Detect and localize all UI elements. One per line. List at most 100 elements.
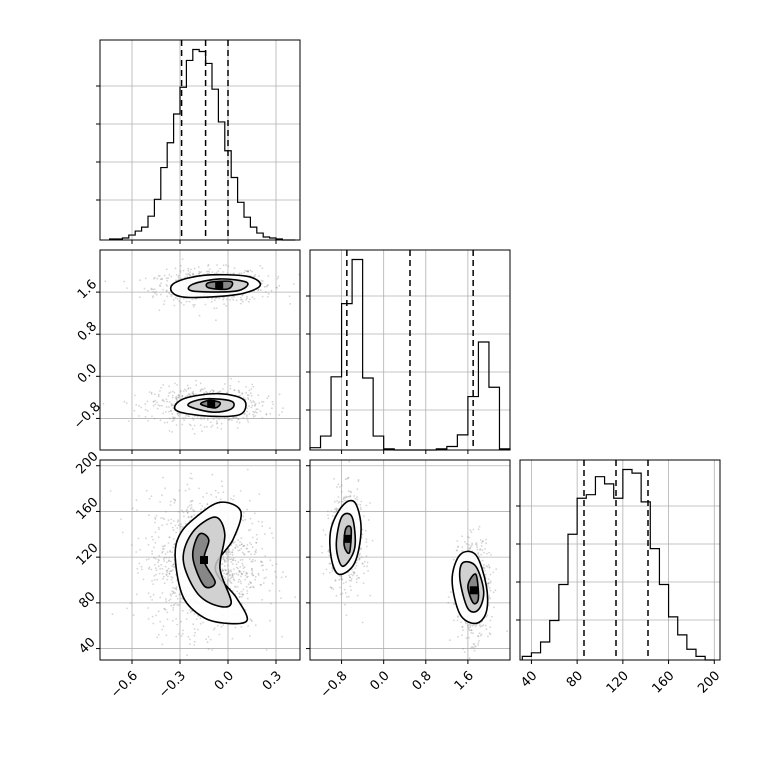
scatter-point (186, 508, 188, 511)
scatter-point (249, 581, 251, 583)
scatter-point (340, 578, 343, 580)
scatter-point (213, 307, 216, 310)
scatter-point (254, 404, 256, 406)
scatter-point (162, 558, 165, 560)
scatter-point (488, 587, 491, 589)
scatter-point (186, 612, 189, 615)
scatter-point (227, 572, 230, 574)
scatter-point (175, 587, 177, 590)
scatter-point (178, 395, 181, 398)
scatter-point (188, 300, 191, 303)
scatter-point (280, 597, 282, 600)
scatter-point (135, 499, 138, 502)
scatter-point (347, 495, 350, 498)
x-tick-label: 0.3 (260, 668, 285, 693)
scatter-point (157, 565, 160, 568)
scatter-point (189, 274, 191, 277)
scatter-point (168, 559, 170, 562)
scatter-point (175, 618, 178, 620)
scatter-point (188, 423, 191, 426)
scatter-point (170, 594, 173, 597)
scatter-point (289, 303, 292, 305)
scatter-point (245, 270, 248, 273)
plot-area (100, 460, 300, 660)
scatter-point (151, 535, 153, 538)
scatter-point (227, 548, 230, 550)
scatter-point (152, 290, 155, 293)
scatter-point (225, 550, 228, 553)
scatter-point (225, 553, 228, 556)
scatter-point (166, 285, 169, 287)
scatter-point (251, 568, 253, 571)
scatter-point (261, 525, 264, 528)
scatter-point (461, 626, 464, 628)
scatter-point (267, 284, 269, 286)
scatter-point (197, 628, 199, 631)
scatter-point (169, 391, 172, 393)
scatter-point (166, 523, 169, 526)
scatter-point (159, 620, 162, 623)
scatter-point (250, 388, 253, 390)
scatter-point (190, 268, 192, 271)
scatter-point (477, 635, 479, 637)
scatter-point (236, 417, 238, 420)
scatter-point (223, 572, 226, 575)
scatter-point (222, 388, 224, 390)
scatter-point (162, 517, 164, 520)
scatter-point (161, 550, 164, 553)
scatter-point (278, 284, 281, 287)
scatter-point (193, 634, 196, 637)
scatter-point (249, 635, 251, 637)
scatter-point (481, 625, 483, 627)
scatter-point (360, 500, 363, 503)
scatter-point (457, 545, 459, 548)
scatter-point (147, 420, 150, 422)
scatter-point (481, 559, 484, 562)
scatter-point (227, 556, 230, 558)
scatter-point (158, 309, 161, 312)
scatter-point (240, 582, 242, 585)
scatter-point (223, 559, 226, 562)
scatter-point (247, 270, 250, 273)
scatter-point (471, 625, 474, 627)
scatter-point (236, 590, 239, 593)
scatter-point (150, 495, 153, 497)
scatter-point (194, 631, 197, 634)
scatter-point (259, 265, 262, 267)
scatter-point (239, 296, 242, 299)
scatter-point (367, 569, 369, 572)
scatter-point (246, 575, 249, 578)
scatter-point (165, 277, 168, 280)
scatter-point (216, 264, 218, 266)
scatter-point (161, 567, 164, 570)
scatter-point (222, 558, 225, 560)
scatter-point (247, 300, 250, 303)
scatter-point (251, 546, 254, 549)
scatter-point (181, 633, 184, 635)
scatter-point (223, 417, 226, 420)
scatter-point (237, 418, 240, 420)
scatter-point (193, 613, 196, 615)
scatter-point (175, 424, 178, 426)
scatter-point (205, 390, 207, 393)
scatter-point (224, 576, 226, 579)
scatter-point (191, 298, 194, 301)
plot-area (100, 250, 300, 450)
density-peak (207, 399, 216, 408)
scatter-point (182, 417, 184, 419)
scatter-point (342, 582, 345, 585)
scatter-point (200, 508, 203, 511)
scatter-point (246, 592, 249, 595)
histogram-step (521, 468, 715, 661)
scatter-point (237, 380, 240, 383)
scatter-point (167, 575, 169, 578)
scatter-point (145, 537, 147, 540)
scatter-point (447, 596, 450, 598)
scatter-point (340, 490, 343, 493)
scatter-point (250, 619, 253, 622)
scatter-point (366, 561, 369, 564)
scatter-point (248, 389, 251, 392)
scatter-point (189, 638, 191, 641)
scatter-point (478, 632, 481, 635)
scatter-point (177, 394, 180, 396)
